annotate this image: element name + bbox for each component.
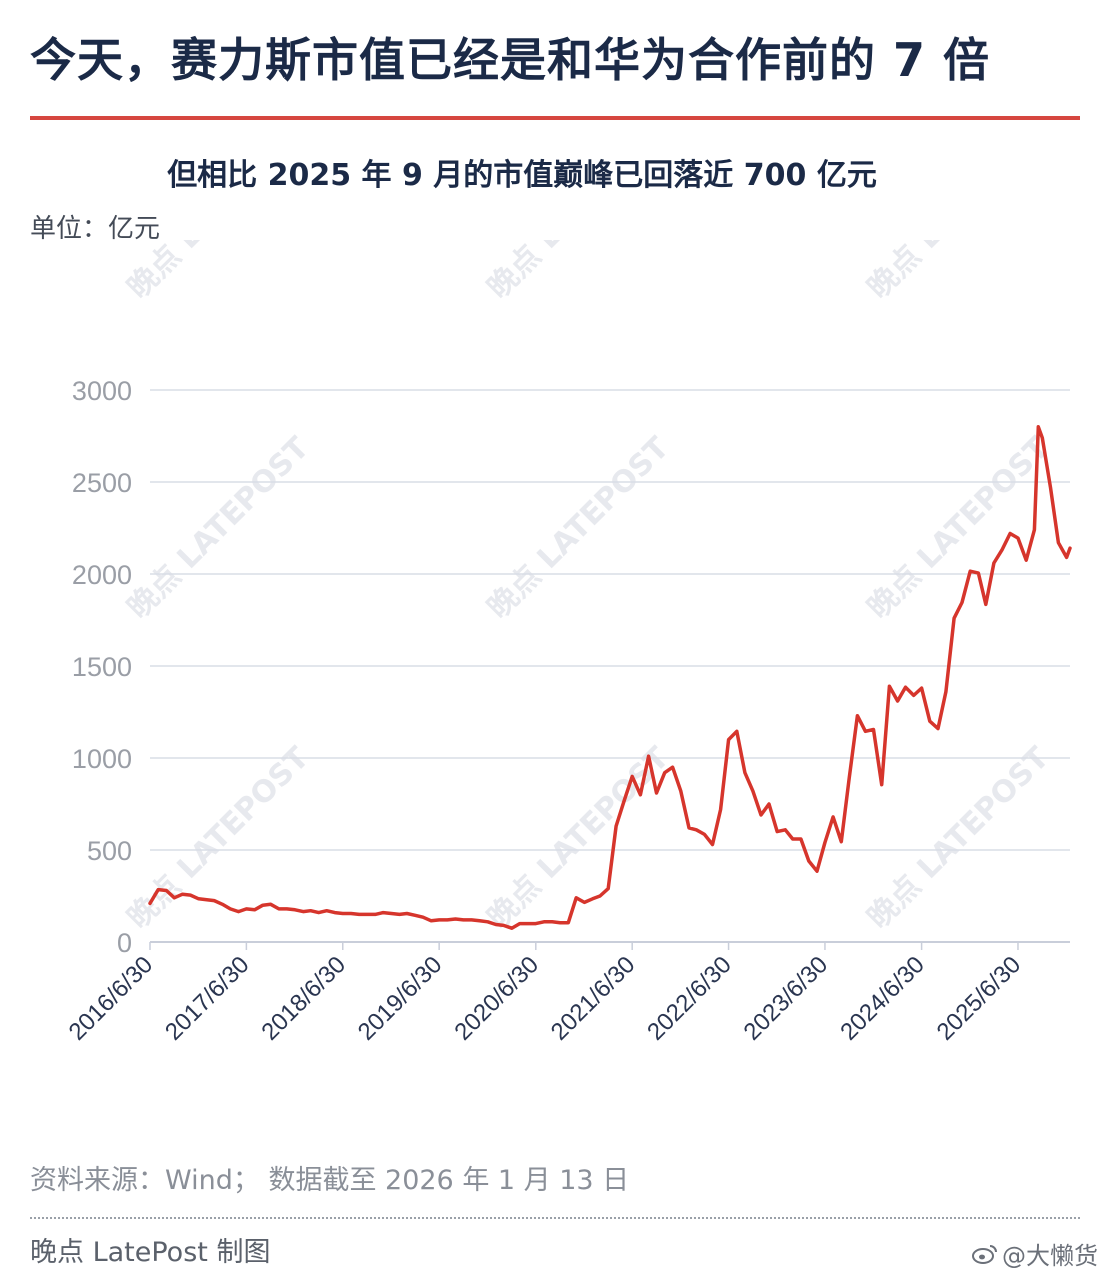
x-tick-label: 2024/6/30 [835, 951, 930, 1046]
watermark-text: 晚点 LATEPOST [121, 430, 317, 626]
x-tick-label: 2023/6/30 [739, 951, 834, 1046]
watermark-text: 晚点 LATEPOST [861, 240, 1057, 306]
watermark-text: 晚点 LATEPOST [481, 430, 677, 626]
unit-label: 单位：亿元 [30, 214, 161, 244]
credit-label: 晚点 LatePost 制图 [30, 1237, 271, 1268]
watermark-text: 晚点 LATEPOST [121, 240, 317, 306]
y-tick-label: 1500 [72, 652, 132, 682]
grid-lines [150, 389, 1070, 943]
y-tick-label: 2500 [72, 468, 132, 498]
weibo-handle: @大懒货 [1002, 1242, 1098, 1270]
chart-subtitle: 但相比 2025 年 9 月的市值巅峰已回落近 700 亿元 [167, 158, 877, 193]
weibo-icon [972, 1243, 998, 1265]
watermark-text: 晚点 LATEPOST [861, 430, 1057, 626]
y-axis-ticks: 0 500 1000 1500 2000 2500 3000 [72, 376, 132, 958]
y-tick-label: 2000 [72, 560, 132, 590]
x-tick-label: 2025/6/30 [932, 951, 1027, 1046]
title-divider [30, 116, 1080, 120]
x-axis-ticks: 2016/6/30 2017/6/30 2018/6/30 2019/6/30 2020… [64, 942, 1027, 1046]
y-tick-label: 0 [117, 928, 132, 958]
series-line [148, 425, 1072, 930]
source-note: 资料来源：Wind； 数据截至 2026 年 1 月 13 日 [30, 1165, 630, 1196]
headline: 今天，赛力斯市值已经是和华为合作前的 7 倍 [30, 33, 991, 87]
x-tick-label: 2019/6/30 [353, 951, 448, 1046]
watermark-layer: 晚点 LATEPOST 晚点 LATEPOST 晚点 LATEPOST 晚点 LATE… [121, 240, 1057, 936]
x-tick-label: 2018/6/30 [256, 951, 351, 1046]
y-tick-label: 500 [87, 836, 132, 866]
watermark-text: 晚点 LATEPOST [861, 740, 1057, 936]
x-tick-label: 2016/6/30 [64, 951, 159, 1046]
x-tick-label: 2022/6/30 [642, 951, 737, 1046]
weibo-watermark: @大懒货 [972, 1236, 1098, 1271]
line-chart: 晚点 LATEPOST 晚点 LATEPOST 晚点 LATEPOST 晚点 LATE… [64, 240, 1072, 1046]
x-tick-label: 2020/6/30 [449, 951, 544, 1046]
watermark-text: 晚点 LATEPOST [481, 240, 677, 306]
footer-divider [30, 1217, 1080, 1219]
y-tick-label: 1000 [72, 744, 132, 774]
x-tick-label: 2017/6/30 [160, 951, 255, 1046]
y-tick-label: 3000 [72, 376, 132, 406]
x-tick-label: 2021/6/30 [546, 951, 641, 1046]
watermark-text: 晚点 LATEPOST [121, 740, 317, 936]
